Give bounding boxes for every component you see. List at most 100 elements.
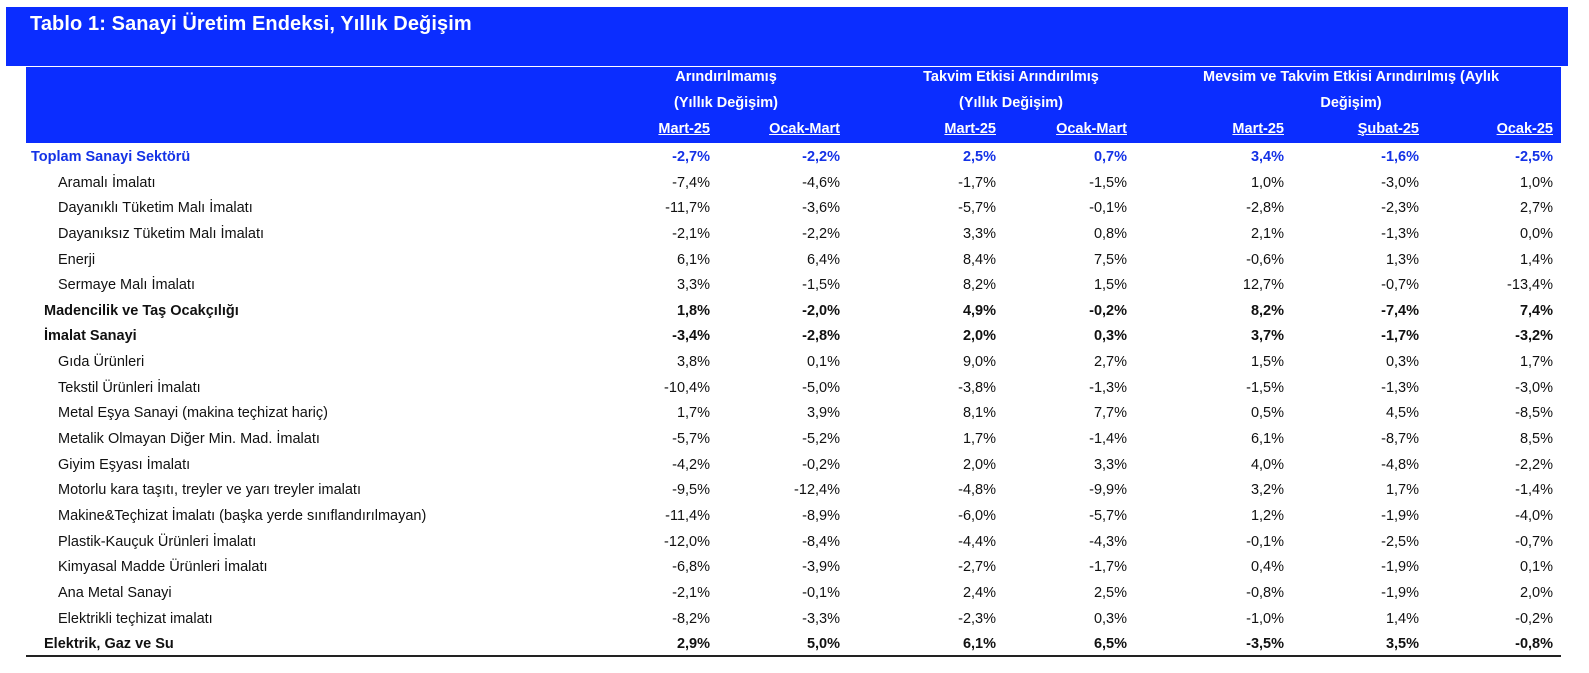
- table-row: Makine&Teçhizat İmalatı (başka yerde sın…: [0, 504, 1589, 530]
- row-value-col-7: 0,0%: [1519, 225, 1553, 242]
- row-value-col-3: 2,5%: [962, 149, 996, 165]
- row-value-col-5: 4,0%: [1250, 456, 1284, 473]
- table-row: Motorlu kara taşıtı, treyler ve yarı tre…: [0, 478, 1589, 504]
- row-value-col-4: -4,3%: [1089, 533, 1127, 550]
- row-value-col-3: -4,8%: [958, 482, 996, 499]
- row-value-col-7: 7,4%: [1519, 302, 1553, 319]
- row-label: Dayanıklı Tüketim Malı İmalatı: [58, 200, 253, 217]
- row-value-col-7: -2,5%: [1515, 149, 1553, 165]
- row-value-col-2: -1,5%: [802, 277, 840, 294]
- row-value-col-3: 8,4%: [962, 251, 996, 268]
- row-value-col-4: -1,7%: [1089, 559, 1127, 576]
- row-value-col-6: -4,8%: [1381, 456, 1419, 473]
- row-value-col-6: -1,9%: [1381, 559, 1419, 576]
- row-value-col-3: 2,0%: [962, 456, 996, 473]
- row-value-col-4: 7,7%: [1093, 405, 1127, 422]
- table-row: Enerji 6,1% 6,4% 8,4% 7,5% -0,6% 1,3% 1,4%: [0, 248, 1589, 274]
- row-value-col-2: -12,4%: [794, 482, 840, 499]
- row-value-col-5: -0,1%: [1246, 533, 1284, 550]
- row-value-col-1: -2,1%: [672, 225, 710, 242]
- row-value-col-2: 0,1%: [806, 354, 840, 371]
- row-value-col-1: 3,8%: [676, 354, 710, 371]
- row-label: Metal Eşya Sanayi (makina teçhizat hariç…: [58, 405, 328, 422]
- row-label: Dayanıksız Tüketim Malı İmalatı: [58, 225, 265, 242]
- row-value-col-7: 1,4%: [1519, 251, 1553, 268]
- row-value-col-1: -12,0%: [664, 533, 710, 550]
- row-value-col-3: -6,0%: [958, 507, 996, 524]
- row-value-col-2: 3,9%: [806, 405, 840, 422]
- row-value-col-3: 4,9%: [962, 302, 996, 319]
- group3-header-line2: Değişim): [1320, 95, 1382, 111]
- table-row: Sermaye Malı İmalatı 3,3% -1,5% 8,2% 1,5% 12,…: [0, 273, 1589, 299]
- row-value-col-1: -2,7%: [672, 149, 710, 165]
- row-value-col-5: 8,2%: [1250, 302, 1284, 319]
- table-row: Aramalı İmalatı -7,4% -4,6% -1,7% -1,5% 1,0% -…: [0, 171, 1589, 197]
- row-value-col-3: 8,1%: [962, 405, 996, 422]
- row-value-col-7: -1,4%: [1515, 482, 1553, 499]
- row-value-col-1: -4,2%: [672, 456, 710, 473]
- row-value-col-6: 3,5%: [1385, 636, 1419, 653]
- row-value-col-5: 12,7%: [1242, 277, 1284, 294]
- row-label: Plastik-Kauçuk Ürünleri İmalatı: [58, 533, 257, 550]
- row-label: Makine&Teçhizat İmalatı (başka yerde sın…: [58, 507, 427, 524]
- group2-header-line1: Takvim Etkisi Arındırılmış: [923, 69, 1099, 85]
- row-value-col-6: -1,3%: [1381, 225, 1419, 242]
- row-value-col-5: 1,0%: [1250, 174, 1284, 191]
- row-value-col-3: 1,7%: [962, 431, 996, 448]
- col-header-7: Ocak-25: [1496, 121, 1553, 137]
- row-value-col-6: -1,9%: [1381, 507, 1419, 524]
- table-row: Elektrik, Gaz ve Su 2,9% 5,0% 6,1% 6,5% -3,5%…: [0, 632, 1589, 658]
- row-value-col-1: -2,1%: [672, 584, 710, 601]
- row-value-col-2: -5,0%: [802, 379, 840, 396]
- row-value-col-4: 6,5%: [1093, 636, 1127, 653]
- row-value-col-1: -6,8%: [672, 559, 710, 576]
- row-value-col-2: -4,6%: [802, 174, 840, 191]
- row-value-col-5: 3,7%: [1250, 328, 1284, 345]
- row-value-col-7: 8,5%: [1519, 431, 1553, 448]
- row-value-col-3: -4,4%: [958, 533, 996, 550]
- row-value-col-5: -2,8%: [1246, 200, 1284, 217]
- table-row: Tekstil Ürünleri İmalatı -10,4% -5,0% -3,8%…: [0, 376, 1589, 402]
- row-value-col-4: 0,3%: [1093, 610, 1127, 627]
- row-label: Motorlu kara taşıtı, treyler ve yarı tre…: [58, 482, 361, 499]
- row-value-col-7: 2,0%: [1519, 584, 1553, 601]
- row-value-col-3: 3,3%: [962, 225, 996, 242]
- row-value-col-2: -2,8%: [802, 328, 840, 345]
- row-value-col-7: -3,0%: [1515, 379, 1553, 396]
- row-value-col-3: 2,0%: [962, 328, 996, 345]
- row-label: Gıda Ürünleri: [58, 354, 145, 371]
- row-value-col-2: -8,4%: [802, 533, 840, 550]
- table-row: Madencilik ve Taş Ocakçılığı 1,8% -2,0% 4,9…: [0, 299, 1589, 325]
- row-value-col-3: 8,2%: [962, 277, 996, 294]
- row-value-col-1: -11,7%: [665, 200, 710, 217]
- table-body: Toplam Sanayi Sektörü -2,7% -2,2% 2,5% 0,7% 3…: [0, 145, 1589, 658]
- row-value-col-2: -2,2%: [802, 225, 840, 242]
- col-header-2: Ocak-Mart: [769, 121, 840, 137]
- group3-header-line1: Mevsim ve Takvim Etkisi Arındırılmış (Ay…: [1202, 69, 1500, 85]
- col-header-6: Şubat-25: [1357, 121, 1419, 137]
- row-value-col-3: 2,4%: [962, 584, 996, 601]
- row-value-col-3: -2,7%: [958, 559, 996, 576]
- group1-header-line1: Arındırılmamış: [675, 69, 777, 85]
- row-value-col-5: -0,6%: [1246, 251, 1284, 268]
- row-label: Madencilik ve Taş Ocakçılığı: [44, 302, 239, 319]
- row-value-col-6: 1,3%: [1385, 251, 1419, 268]
- row-value-col-2: 5,0%: [806, 636, 840, 653]
- table-header: Arındırılmamış (Yıllık Değişim) Takvim E…: [26, 67, 1561, 143]
- row-value-col-1: 6,1%: [676, 251, 710, 268]
- row-value-col-5: 0,5%: [1250, 405, 1284, 422]
- row-value-col-5: 0,4%: [1250, 559, 1284, 576]
- row-value-col-7: -4,0%: [1515, 507, 1553, 524]
- row-value-col-4: -1,5%: [1089, 174, 1127, 191]
- row-value-col-1: 2,9%: [676, 636, 710, 653]
- row-label: Tekstil Ürünleri İmalatı: [58, 379, 201, 396]
- row-value-col-6: 4,5%: [1385, 405, 1419, 422]
- table-row: Dayanıklı Tüketim Malı İmalatı -11,7% -3,6…: [0, 196, 1589, 222]
- table-row: Metalik Olmayan Diğer Min. Mad. İmalatı -…: [0, 427, 1589, 453]
- row-value-col-4: 0,3%: [1093, 328, 1127, 345]
- row-value-col-4: -0,1%: [1089, 200, 1127, 217]
- row-value-col-2: -8,9%: [802, 507, 840, 524]
- title-bar: Tablo 1: Sanayi Üretim Endeksi, Yıllık D…: [6, 7, 1568, 66]
- row-value-col-5: -1,5%: [1246, 379, 1284, 396]
- row-value-col-4: 2,7%: [1093, 354, 1127, 371]
